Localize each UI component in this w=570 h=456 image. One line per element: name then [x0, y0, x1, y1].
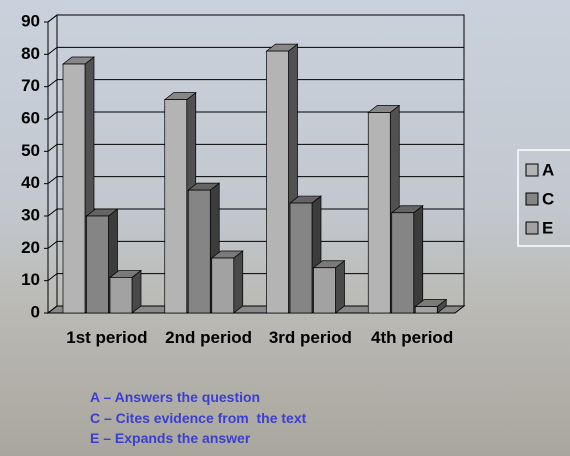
bar-front [314, 268, 336, 313]
bar [110, 270, 141, 313]
bar-front [415, 307, 437, 313]
bar-front [188, 190, 210, 313]
bar-front [267, 51, 289, 313]
grid-line [48, 112, 57, 119]
side-wall [48, 15, 57, 313]
y-tick-label: 0 [31, 302, 40, 321]
y-tick-label: 30 [21, 205, 40, 224]
chart: 0 10 20 30 40 50 60 70 80 90 ACE [0, 0, 570, 456]
annotation: C – Cites evidence from the text [90, 410, 306, 426]
bar [392, 206, 423, 313]
legend-swatch [526, 222, 538, 234]
slide: 0 10 20 30 40 50 60 70 80 90 ACE 1st period 2nd per… [0, 0, 570, 456]
bar-side [414, 206, 423, 313]
grid-line [48, 177, 57, 184]
legend-swatch [526, 164, 538, 176]
y-tick-label: 90 [21, 11, 40, 30]
grid-line [48, 80, 57, 87]
y-tick-label: 40 [21, 173, 40, 192]
legend-label: C [542, 189, 554, 208]
bar-front [110, 277, 132, 313]
bar-front [392, 213, 414, 313]
bar [314, 261, 345, 313]
annotation: E – Expands the answer [90, 430, 250, 446]
bar-side [336, 261, 345, 313]
grid-line [48, 241, 57, 248]
bar-front [212, 258, 234, 313]
y-tick-label: 50 [21, 141, 40, 160]
bar-front [165, 100, 187, 313]
x-tick-label: 3rd period [265, 323, 355, 353]
grid-line [48, 144, 57, 151]
grid-line [48, 47, 57, 54]
legend-swatch [526, 193, 538, 205]
legend-label: E [542, 218, 553, 237]
y-tick-label: 80 [21, 44, 40, 63]
bar [212, 251, 243, 313]
y-tick-label: 20 [21, 238, 40, 257]
y-tick-label: 10 [21, 270, 40, 289]
annotation: A – Answers the question [90, 389, 260, 405]
legend-label: A [542, 160, 554, 179]
grid-line [48, 15, 57, 22]
bar-front [87, 216, 109, 313]
grid-line [48, 274, 57, 281]
x-tick-label: 2nd period [164, 323, 254, 353]
x-tick-label: 1st period [62, 323, 152, 353]
bar-front [290, 203, 312, 313]
x-tick-label: 4th period [367, 323, 457, 353]
y-tick-label: 60 [21, 108, 40, 127]
bar-front [63, 64, 85, 313]
bar-front [368, 113, 390, 313]
y-tick-label: 70 [21, 76, 40, 95]
grid-line [48, 209, 57, 216]
bar-side [234, 251, 243, 313]
